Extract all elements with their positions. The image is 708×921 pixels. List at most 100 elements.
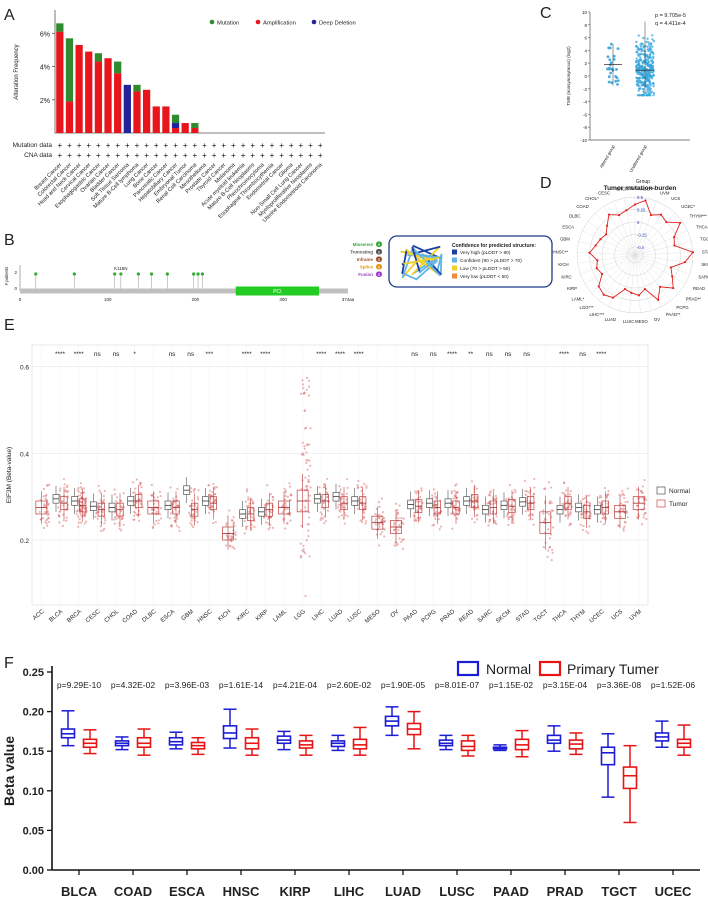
panel-e-tumor-point [453, 505, 456, 508]
panel-e-category-label: PCPG [421, 609, 438, 625]
panel-d-axis-label: PCPG [676, 305, 689, 310]
panel-e-tumor-point [229, 545, 232, 548]
panel-e-tumor-point [452, 504, 455, 507]
panel-e-tumor-point [42, 495, 45, 498]
panel-e-tumor-point [115, 496, 119, 499]
panel-e-tumor-point [288, 513, 292, 517]
panel-e-tumor-point [303, 392, 306, 395]
panel-e-tumor-point [233, 547, 236, 550]
panel-a-cna-data-label: CNA data [24, 152, 52, 159]
panel-e-tumor-point [305, 461, 308, 465]
panel-e-tumor-point [84, 520, 88, 523]
panel-f-category-label: HNSC [223, 884, 260, 899]
panel-e-tumor-point [290, 494, 293, 497]
panel-e-tumor-point [475, 497, 478, 500]
panel-e-tumor-point [284, 508, 287, 511]
panel-e-tumor-point [599, 520, 602, 523]
panel-c-point [636, 46, 639, 49]
panel-d-axis-label: READ [693, 286, 705, 291]
panel-e-tumor-point [531, 514, 534, 517]
panel-e-tumor-point [215, 486, 219, 489]
panel-e-tumor-point [581, 497, 584, 501]
panel-b-x-tick-label: 200 [192, 297, 200, 302]
panel-e-tumor-point [305, 539, 308, 542]
panel-e-tumor-point [307, 474, 311, 478]
panel-e-tumor-point [642, 513, 645, 517]
panel-e-tumor-point [487, 501, 491, 505]
panel-e-tumor-point [284, 489, 287, 492]
panel-e-tumor-point [622, 527, 625, 530]
panel-e-tumor-point [308, 379, 311, 382]
panel-a-bar-deep-deletion [123, 84, 131, 133]
panel-e-tumor-point [323, 486, 326, 489]
panel-a-cna-data-mark: + [318, 151, 323, 160]
panel-d-axis-label: HNSC** [553, 249, 569, 254]
panel-e-tumor-point [303, 409, 306, 412]
panel-e-tumor-point [138, 481, 142, 485]
panel-e-tumor-point [603, 515, 606, 519]
panel-e-tumor-point [308, 555, 311, 558]
panel-e-tumor-point [208, 511, 211, 514]
panel-a-y-axis-label: Alteration Frequency [14, 44, 20, 99]
panel-e-tumor-point [579, 500, 583, 503]
panel-e-tumor-point [413, 519, 416, 522]
panel-f-category-label: LUSC [439, 884, 475, 899]
panel-d-ring [626, 246, 644, 264]
panel-e-tumor-point [307, 385, 311, 388]
panel-e-tumor-point [78, 518, 81, 521]
panel-e-category-label: UVM [629, 609, 643, 622]
panel-e-tumor-point [47, 520, 51, 524]
panel-c-point [641, 74, 644, 78]
panel-e-tumor-point [120, 500, 123, 503]
panel-e-tumor-point [307, 523, 310, 526]
panel-e-tumor-point [58, 514, 61, 517]
panel-e-tumor-point [304, 552, 307, 555]
panel-f-category-label: BLCA [61, 884, 98, 899]
panel-a-legend-marker [209, 19, 215, 25]
panel-a-bar-mutation [171, 114, 180, 124]
panel-e-tumor-point [249, 511, 252, 514]
panel-c-point [616, 79, 620, 82]
panel-e-tumor-point [568, 493, 572, 496]
panel-e-tumor-point [47, 512, 50, 515]
panel-e-tumor-point [374, 512, 377, 516]
panel-e-tumor-point [289, 499, 292, 502]
panel-e-tumor-point [431, 496, 434, 499]
panel-e-tumor-point [44, 504, 47, 507]
panel-e-tumor-point [636, 504, 639, 507]
panel-d-spoke [578, 241, 636, 256]
panel-e-tumor-point [488, 518, 491, 522]
panel-c-y-tick-label: 2 [584, 61, 587, 66]
panel-e-tumor-point [323, 482, 326, 486]
panel-d-spoke [584, 254, 636, 285]
panel-e-tumor-point [114, 500, 118, 503]
panel-c-y-tick-label: 0 [584, 74, 587, 79]
panel-d-point [683, 261, 687, 264]
panel-a-mutation-data-mark: + [77, 141, 82, 150]
panel-e-tumor-point [104, 519, 107, 522]
panel-c-point [649, 63, 652, 66]
panel-e-tumor-point [99, 529, 103, 533]
panel-c-point [642, 94, 646, 97]
panel-b-mutation-legend-count: 0 [378, 250, 381, 255]
panel-e-tumor-point [338, 509, 341, 512]
panel-e-category-label: LUAD [328, 609, 345, 624]
panel-e-tumor-point [301, 549, 304, 552]
panel-e-tumor-point [269, 493, 272, 496]
panel-c-point [640, 72, 643, 76]
panel-e-significance: ** [468, 351, 474, 358]
panel-a-mutation-data-mark: + [279, 141, 284, 150]
panel-a-mutation-data-mark: + [106, 141, 111, 150]
panel-e-tumor-point [542, 546, 545, 549]
panel-e-tumor-point [301, 383, 305, 386]
panel-e-tumor-point [80, 496, 83, 499]
panel-e-tumor-point [434, 495, 437, 498]
panel-d-axis-label: SARC [698, 274, 708, 279]
panel-e-tumor-point [309, 464, 312, 467]
panel-e-tumor-point [191, 499, 194, 502]
panel-c-point [637, 89, 640, 92]
panel-a-cna-data-mark: + [270, 151, 275, 160]
panel-c-point [640, 59, 643, 62]
panel-e-tumor-point [307, 394, 311, 397]
panel-e-tumor-point [80, 487, 83, 490]
